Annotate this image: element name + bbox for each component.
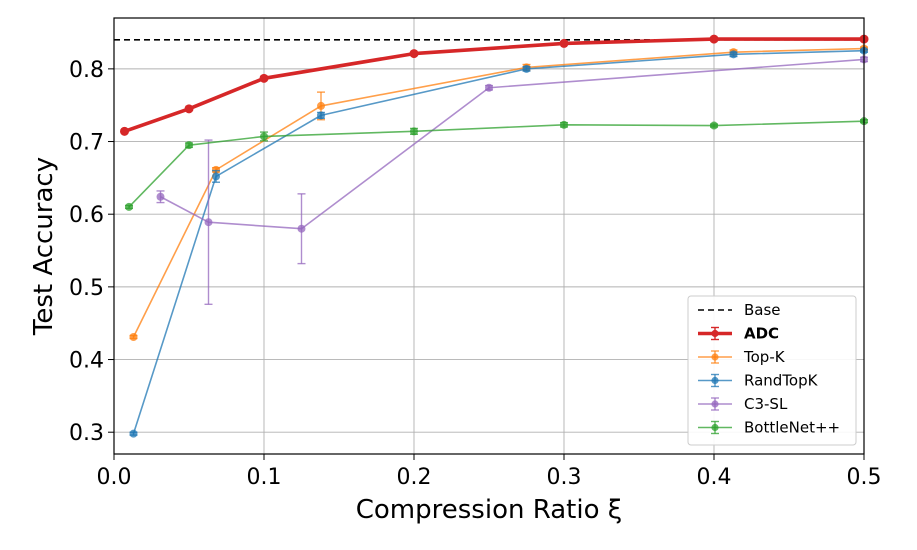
data-point — [129, 333, 138, 342]
legend-label: Top-K — [743, 348, 786, 366]
data-point — [485, 83, 493, 92]
ticks: 0.0 0.1 0.2 0.3 0.4 0.5 0.3 0.4 0.5 0.6 0.7 0.8 — [69, 58, 882, 490]
data-point — [185, 141, 193, 150]
y-tick-label: 0.5 — [69, 276, 104, 301]
legend-label: BottleNet++ — [744, 419, 840, 437]
y-tick-label: 0.7 — [69, 131, 104, 156]
legend-label: RandTopK — [744, 372, 819, 390]
legend-entry: C3-SL — [698, 395, 788, 413]
data-point — [125, 202, 133, 211]
data-point — [260, 132, 268, 141]
series-line — [132, 47, 865, 338]
plot-frame — [113, 17, 865, 455]
data-point — [184, 104, 194, 114]
data-point — [156, 192, 165, 201]
legend-label: C3-SL — [744, 395, 788, 413]
legend-marker — [711, 400, 719, 408]
legend-marker — [711, 329, 719, 338]
legend-entry: Base — [698, 301, 781, 319]
data-point — [317, 101, 325, 110]
data-point — [297, 224, 306, 233]
y-tick-label: 0.8 — [69, 58, 104, 83]
legend-entry: Top-K — [698, 348, 786, 366]
y-axis-label: Test Accuracy — [29, 157, 59, 336]
legend-label: ADC — [744, 325, 779, 343]
data-point — [259, 73, 269, 83]
series-c3-sl — [156, 55, 868, 306]
legend-entry: RandTopK — [698, 372, 819, 390]
x-tick-label: 0.0 — [97, 465, 132, 490]
y-tick-label: 0.6 — [69, 203, 104, 228]
data-point — [120, 126, 129, 136]
y-tick-label: 0.3 — [69, 421, 104, 446]
legend-label: Base — [744, 301, 781, 319]
data-point — [559, 38, 569, 48]
data-point — [709, 34, 719, 44]
series-adc — [120, 34, 869, 136]
data-point — [410, 127, 418, 136]
data-point — [212, 172, 220, 181]
data-point — [212, 165, 220, 174]
legend: Base ADC Top-K RandTopK C3-SL BottleNet++ — [687, 295, 857, 446]
data-point — [729, 50, 738, 59]
legend-marker — [711, 353, 719, 361]
x-tick-label: 0.5 — [847, 465, 882, 490]
x-tick-label: 0.1 — [247, 465, 282, 490]
data-point — [204, 218, 213, 227]
y-tick-label: 0.4 — [69, 349, 104, 374]
series-layer — [114, 34, 869, 438]
data-point — [522, 64, 531, 73]
legend-marker — [711, 423, 719, 432]
x-tick-label: 0.4 — [697, 465, 732, 490]
x-axis-label: Compression Ratio ξ — [356, 495, 623, 525]
x-tick-label: 0.2 — [397, 465, 432, 490]
series-bottlenet — [125, 117, 868, 211]
data-point — [409, 49, 419, 59]
data-point — [710, 121, 718, 130]
x-tick-label: 0.3 — [547, 465, 582, 490]
data-point — [129, 429, 138, 438]
legend-entry: BottleNet++ — [698, 419, 840, 437]
data-point — [560, 120, 568, 129]
data-point — [317, 111, 325, 120]
legend-entry: ADC — [698, 325, 779, 343]
legend-marker — [711, 376, 719, 385]
